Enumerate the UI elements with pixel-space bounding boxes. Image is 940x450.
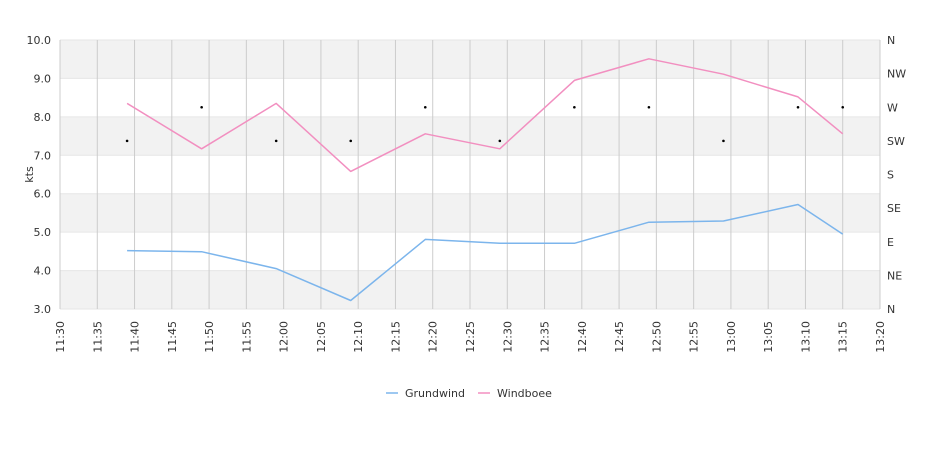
- series-lines: [126, 58, 844, 302]
- direction-tick-label: NW: [887, 68, 906, 81]
- x-tick-label: 12:15: [389, 321, 402, 353]
- direction-tick-label: SW: [887, 135, 905, 148]
- x-tick-label: 12:50: [650, 321, 663, 353]
- direction-tick-label: SE: [887, 202, 901, 215]
- x-tick-label: 12:35: [539, 321, 552, 353]
- y-tick-label: 7.0: [34, 149, 52, 162]
- x-tick-label: 11:45: [166, 321, 179, 353]
- direction-tick-label: N: [887, 34, 895, 47]
- y-tick-label: 4.0: [34, 265, 52, 278]
- x-tick-label: 13:00: [725, 321, 738, 353]
- x-tick-labels: 11:30 11:35 11:40 11:45 11:50 11:55 12:00 12:05…: [54, 321, 887, 353]
- direction-tick-label: S: [887, 169, 894, 182]
- direction-tick-label: NE: [887, 269, 902, 282]
- direction-point: [349, 139, 353, 143]
- y-tick-label: 9.0: [34, 72, 52, 85]
- x-tick-label: 11:50: [203, 321, 216, 353]
- legend: Grundwind Windboee: [386, 387, 552, 400]
- x-tick-label: 11:35: [91, 321, 104, 353]
- x-tick-label: 11:30: [54, 321, 67, 353]
- x-tick-label: 11:40: [129, 321, 142, 353]
- y-tick-labels: 3.0 4.0 5.0 6.0 7.0 8.0 9.0 10.0: [27, 34, 52, 316]
- x-tick-label: 12:55: [688, 321, 701, 353]
- direction-point: [796, 105, 800, 109]
- x-tick-label: 12:05: [315, 321, 328, 353]
- x-tick-label: 11:55: [240, 321, 253, 353]
- direction-points: [125, 105, 845, 143]
- x-tick-label: 13:05: [762, 321, 775, 353]
- series-line-windboee: [126, 58, 844, 173]
- y-tick-label: 6.0: [34, 188, 52, 201]
- y-tick-label: 10.0: [27, 34, 52, 47]
- x-tick-label: 13:15: [837, 321, 850, 353]
- series-line-grundwind: [127, 203, 844, 302]
- direction-point: [573, 105, 576, 109]
- direction-point: [722, 139, 725, 143]
- direction-point: [274, 139, 278, 143]
- y-tick-label: 8.0: [34, 111, 52, 124]
- x-tick-label: 13:20: [874, 321, 887, 353]
- x-tick-label: 12:30: [501, 321, 514, 353]
- direction-point: [200, 105, 203, 109]
- x-tick-label: 13:10: [799, 321, 812, 353]
- x-tick-label: 12:20: [427, 321, 440, 353]
- direction-point: [125, 139, 129, 143]
- direction-point: [647, 105, 651, 109]
- y-tick-label: 5.0: [34, 226, 52, 239]
- direction-tick-label: E: [887, 236, 894, 249]
- direction-tick-labels: N NE E SE S SW W NW N: [887, 34, 906, 316]
- y-axis-title: kts: [23, 166, 36, 183]
- y-tick-label: 3.0: [34, 303, 52, 316]
- direction-point: [841, 105, 845, 109]
- direction-point: [498, 139, 502, 143]
- x-tick-label: 12:25: [464, 321, 477, 353]
- direction-point: [423, 105, 427, 109]
- direction-tick-label: N: [887, 303, 895, 316]
- x-tick-label: 12:40: [576, 321, 589, 353]
- x-tick-label: 12:45: [613, 321, 626, 353]
- x-tick-label: 12:00: [278, 321, 291, 353]
- direction-tick-label: W: [887, 101, 898, 114]
- legend-label: Windboee: [497, 387, 552, 400]
- legend-label: Grundwind: [405, 387, 465, 400]
- x-tick-label: 12:10: [352, 321, 365, 353]
- x-gridlines: [59, 40, 881, 309]
